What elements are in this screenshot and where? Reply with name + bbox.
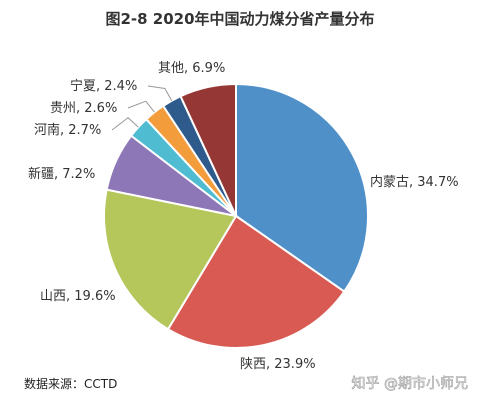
slice-label-7: 宁夏, 2.4% — [70, 78, 137, 94]
slice-label-1: 内蒙古, 34.7% — [370, 174, 459, 190]
slice-label-6: 贵州, 2.6% — [50, 101, 117, 116]
leader-line-6 — [127, 100, 155, 113]
slice-label-4: 新疆, 7.2% — [28, 166, 95, 182]
leader-line-7 — [147, 85, 173, 101]
slice-labels: 内蒙古, 34.7% 陕西, 23.9% 山西, 19.6% 新疆, 7.2% 河南, … — [28, 61, 459, 372]
watermark: 知乎 @期市小师兄 — [352, 375, 468, 392]
pie-slices — [103, 82, 369, 349]
slice-label-5: 河南, 2.7% — [34, 122, 101, 138]
pie-slice-1 — [235, 82, 369, 293]
pie-slice-2 — [166, 214, 346, 349]
pie-slice-8 — [179, 82, 237, 217]
pie-slice-3 — [103, 188, 238, 331]
slice-label-3: 山西, 19.6% — [40, 289, 116, 304]
slice-label-2: 陕西, 23.9% — [240, 357, 316, 372]
source-note: 数据来源：CCTD — [24, 376, 117, 391]
chart-title: 图2-8 2020年中国动力煤分省产量分布 — [105, 10, 374, 28]
leader-lines — [111, 85, 173, 131]
slice-label-8: 其他, 6.9% — [158, 61, 225, 76]
leader-line-5 — [111, 117, 139, 131]
